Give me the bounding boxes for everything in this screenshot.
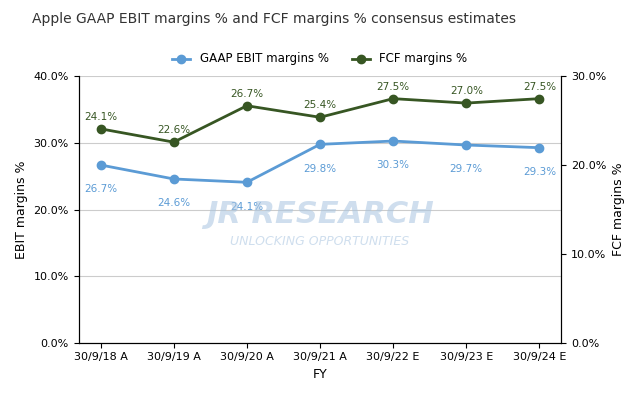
Text: 26.7%: 26.7% <box>84 185 117 194</box>
Text: JR RESEARCH: JR RESEARCH <box>206 200 434 229</box>
Text: 24.6%: 24.6% <box>157 198 190 208</box>
Text: 22.6%: 22.6% <box>157 125 190 135</box>
Text: 29.8%: 29.8% <box>303 164 337 174</box>
Text: 24.1%: 24.1% <box>230 202 264 212</box>
Text: 24.1%: 24.1% <box>84 112 117 122</box>
Text: 26.7%: 26.7% <box>230 89 264 99</box>
Y-axis label: FCF margins %: FCF margins % <box>612 163 625 256</box>
Text: 29.3%: 29.3% <box>523 167 556 177</box>
Text: 27.5%: 27.5% <box>523 82 556 92</box>
Text: 30.3%: 30.3% <box>376 160 410 170</box>
Text: 27.0%: 27.0% <box>450 86 483 96</box>
X-axis label: FY: FY <box>312 368 328 381</box>
Text: UNLOCKING OPPORTUNITIES: UNLOCKING OPPORTUNITIES <box>230 235 410 248</box>
Text: 25.4%: 25.4% <box>303 100 337 110</box>
Text: Apple GAAP EBIT margins % and FCF margins % consensus estimates: Apple GAAP EBIT margins % and FCF margin… <box>32 12 516 26</box>
Y-axis label: EBIT margins %: EBIT margins % <box>15 160 28 259</box>
Text: 27.5%: 27.5% <box>376 82 410 92</box>
Text: 29.7%: 29.7% <box>450 164 483 175</box>
Legend: GAAP EBIT margins %, FCF margins %: GAAP EBIT margins %, FCF margins % <box>168 48 472 70</box>
